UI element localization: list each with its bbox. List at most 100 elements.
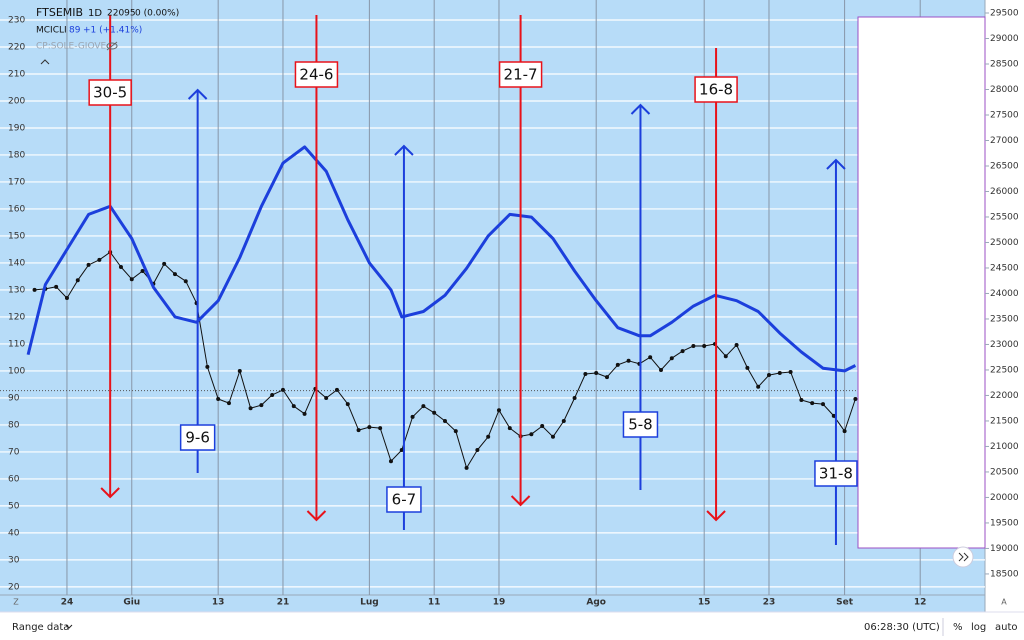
point bbox=[378, 426, 383, 431]
arrow-head bbox=[706, 510, 726, 522]
legend-indicator[interactable]: MCICLI bbox=[36, 26, 67, 36]
y2-tick-label: 29500 bbox=[990, 9, 1019, 19]
y2-tick-label: 21500 bbox=[990, 416, 1019, 426]
point bbox=[162, 261, 167, 266]
point bbox=[604, 375, 609, 380]
cycle-label-box bbox=[386, 486, 422, 513]
y-tick-label: 230 bbox=[8, 15, 25, 25]
point bbox=[540, 424, 545, 429]
y-tick-label: 80 bbox=[8, 420, 20, 430]
point bbox=[334, 387, 339, 392]
point bbox=[702, 343, 707, 348]
point bbox=[345, 402, 350, 407]
y-tick-label: 40 bbox=[8, 528, 20, 538]
point bbox=[626, 358, 631, 363]
range-button[interactable]: Range data bbox=[12, 622, 69, 633]
x-tick-label: 13 bbox=[212, 598, 225, 608]
point bbox=[572, 396, 577, 401]
y2-tick-label: 26500 bbox=[990, 161, 1019, 171]
x-tick-label: 21 bbox=[277, 598, 290, 608]
arrow-head bbox=[306, 510, 327, 522]
scroll-button[interactable] bbox=[952, 546, 974, 568]
point bbox=[237, 368, 242, 373]
y2-tick-label: 27000 bbox=[990, 136, 1019, 146]
toolbar bbox=[0, 612, 1024, 640]
point bbox=[810, 401, 815, 406]
y2-tick-label: 23500 bbox=[990, 314, 1019, 324]
visibility-icon[interactable] bbox=[106, 41, 118, 51]
y-tick-label: 120 bbox=[8, 312, 25, 322]
arrow-head bbox=[510, 495, 531, 507]
log-button[interactable]: log bbox=[971, 622, 986, 633]
cycle-label-box bbox=[88, 79, 132, 106]
y-tick-label: 150 bbox=[8, 231, 25, 241]
y2-tick-label: 26000 bbox=[990, 187, 1019, 197]
zoom-icon[interactable]: Z bbox=[13, 598, 19, 607]
point bbox=[129, 277, 134, 282]
point bbox=[259, 403, 264, 408]
arrow-head bbox=[630, 103, 651, 115]
y2-tick-label: 23000 bbox=[990, 340, 1019, 350]
point bbox=[442, 418, 447, 423]
y-tick-label: 90 bbox=[8, 393, 20, 403]
arrow-head bbox=[100, 487, 120, 499]
series-line bbox=[26, 145, 857, 373]
plot-background bbox=[0, 0, 985, 612]
x-tick-label: Giu bbox=[123, 598, 140, 608]
point bbox=[248, 406, 253, 411]
point bbox=[324, 396, 329, 401]
x-tick-label: 11 bbox=[428, 598, 441, 608]
y2-tick-label: 20000 bbox=[990, 493, 1019, 503]
point bbox=[432, 410, 437, 415]
x-tick-label: 12 bbox=[914, 598, 927, 608]
collapse-icon[interactable] bbox=[40, 59, 50, 65]
y-tick-label: 190 bbox=[8, 123, 25, 133]
point bbox=[97, 257, 102, 262]
y-tick-label: 60 bbox=[8, 474, 20, 484]
y2-tick-label: 22000 bbox=[990, 391, 1019, 401]
point bbox=[766, 373, 771, 378]
legend-indicator-value: 89 bbox=[69, 26, 81, 36]
cycle-label: 16-8 bbox=[699, 81, 733, 99]
point bbox=[799, 398, 804, 403]
point bbox=[226, 401, 231, 406]
point bbox=[561, 418, 566, 423]
point bbox=[86, 262, 91, 267]
y-tick-label: 210 bbox=[8, 69, 25, 79]
point bbox=[756, 384, 761, 389]
y-tick-label: 140 bbox=[8, 258, 25, 268]
point bbox=[777, 371, 782, 376]
legend-study[interactable]: CP:SOLE-GIOVE bbox=[36, 42, 107, 52]
y2-tick-label: 19500 bbox=[990, 518, 1019, 528]
point bbox=[691, 343, 696, 348]
point bbox=[388, 459, 393, 464]
x-tick-label: Set bbox=[836, 598, 854, 608]
point bbox=[140, 269, 145, 274]
point bbox=[399, 448, 404, 453]
y2-tick-label: 24500 bbox=[990, 263, 1019, 273]
point bbox=[464, 465, 469, 470]
point bbox=[302, 411, 307, 416]
point bbox=[669, 356, 674, 361]
percent-button[interactable]: % bbox=[953, 622, 963, 633]
cycle-label: 5-8 bbox=[628, 416, 653, 434]
point bbox=[356, 428, 361, 433]
point bbox=[658, 367, 663, 372]
y-tick-label: 50 bbox=[8, 501, 20, 511]
x-tick-label: Ago bbox=[586, 598, 606, 608]
y-tick-label: 220 bbox=[8, 42, 25, 52]
legend-symbol[interactable]: FTSEMIB bbox=[36, 6, 83, 19]
y2-tick-label: 27500 bbox=[990, 110, 1019, 120]
y2-tick-label: 21000 bbox=[990, 442, 1019, 452]
point bbox=[734, 342, 739, 347]
point bbox=[583, 372, 588, 377]
y2-tick-label: 25500 bbox=[990, 212, 1019, 222]
cycle-label: 31-8 bbox=[819, 465, 853, 483]
arrow-head bbox=[394, 144, 414, 156]
auto-scale-icon[interactable]: A bbox=[1001, 598, 1007, 607]
point bbox=[75, 278, 80, 283]
auto-button[interactable]: auto bbox=[995, 622, 1018, 633]
cycle-label: 21-7 bbox=[504, 66, 538, 84]
y2-tick-label: 28000 bbox=[990, 85, 1019, 95]
point bbox=[615, 362, 620, 367]
